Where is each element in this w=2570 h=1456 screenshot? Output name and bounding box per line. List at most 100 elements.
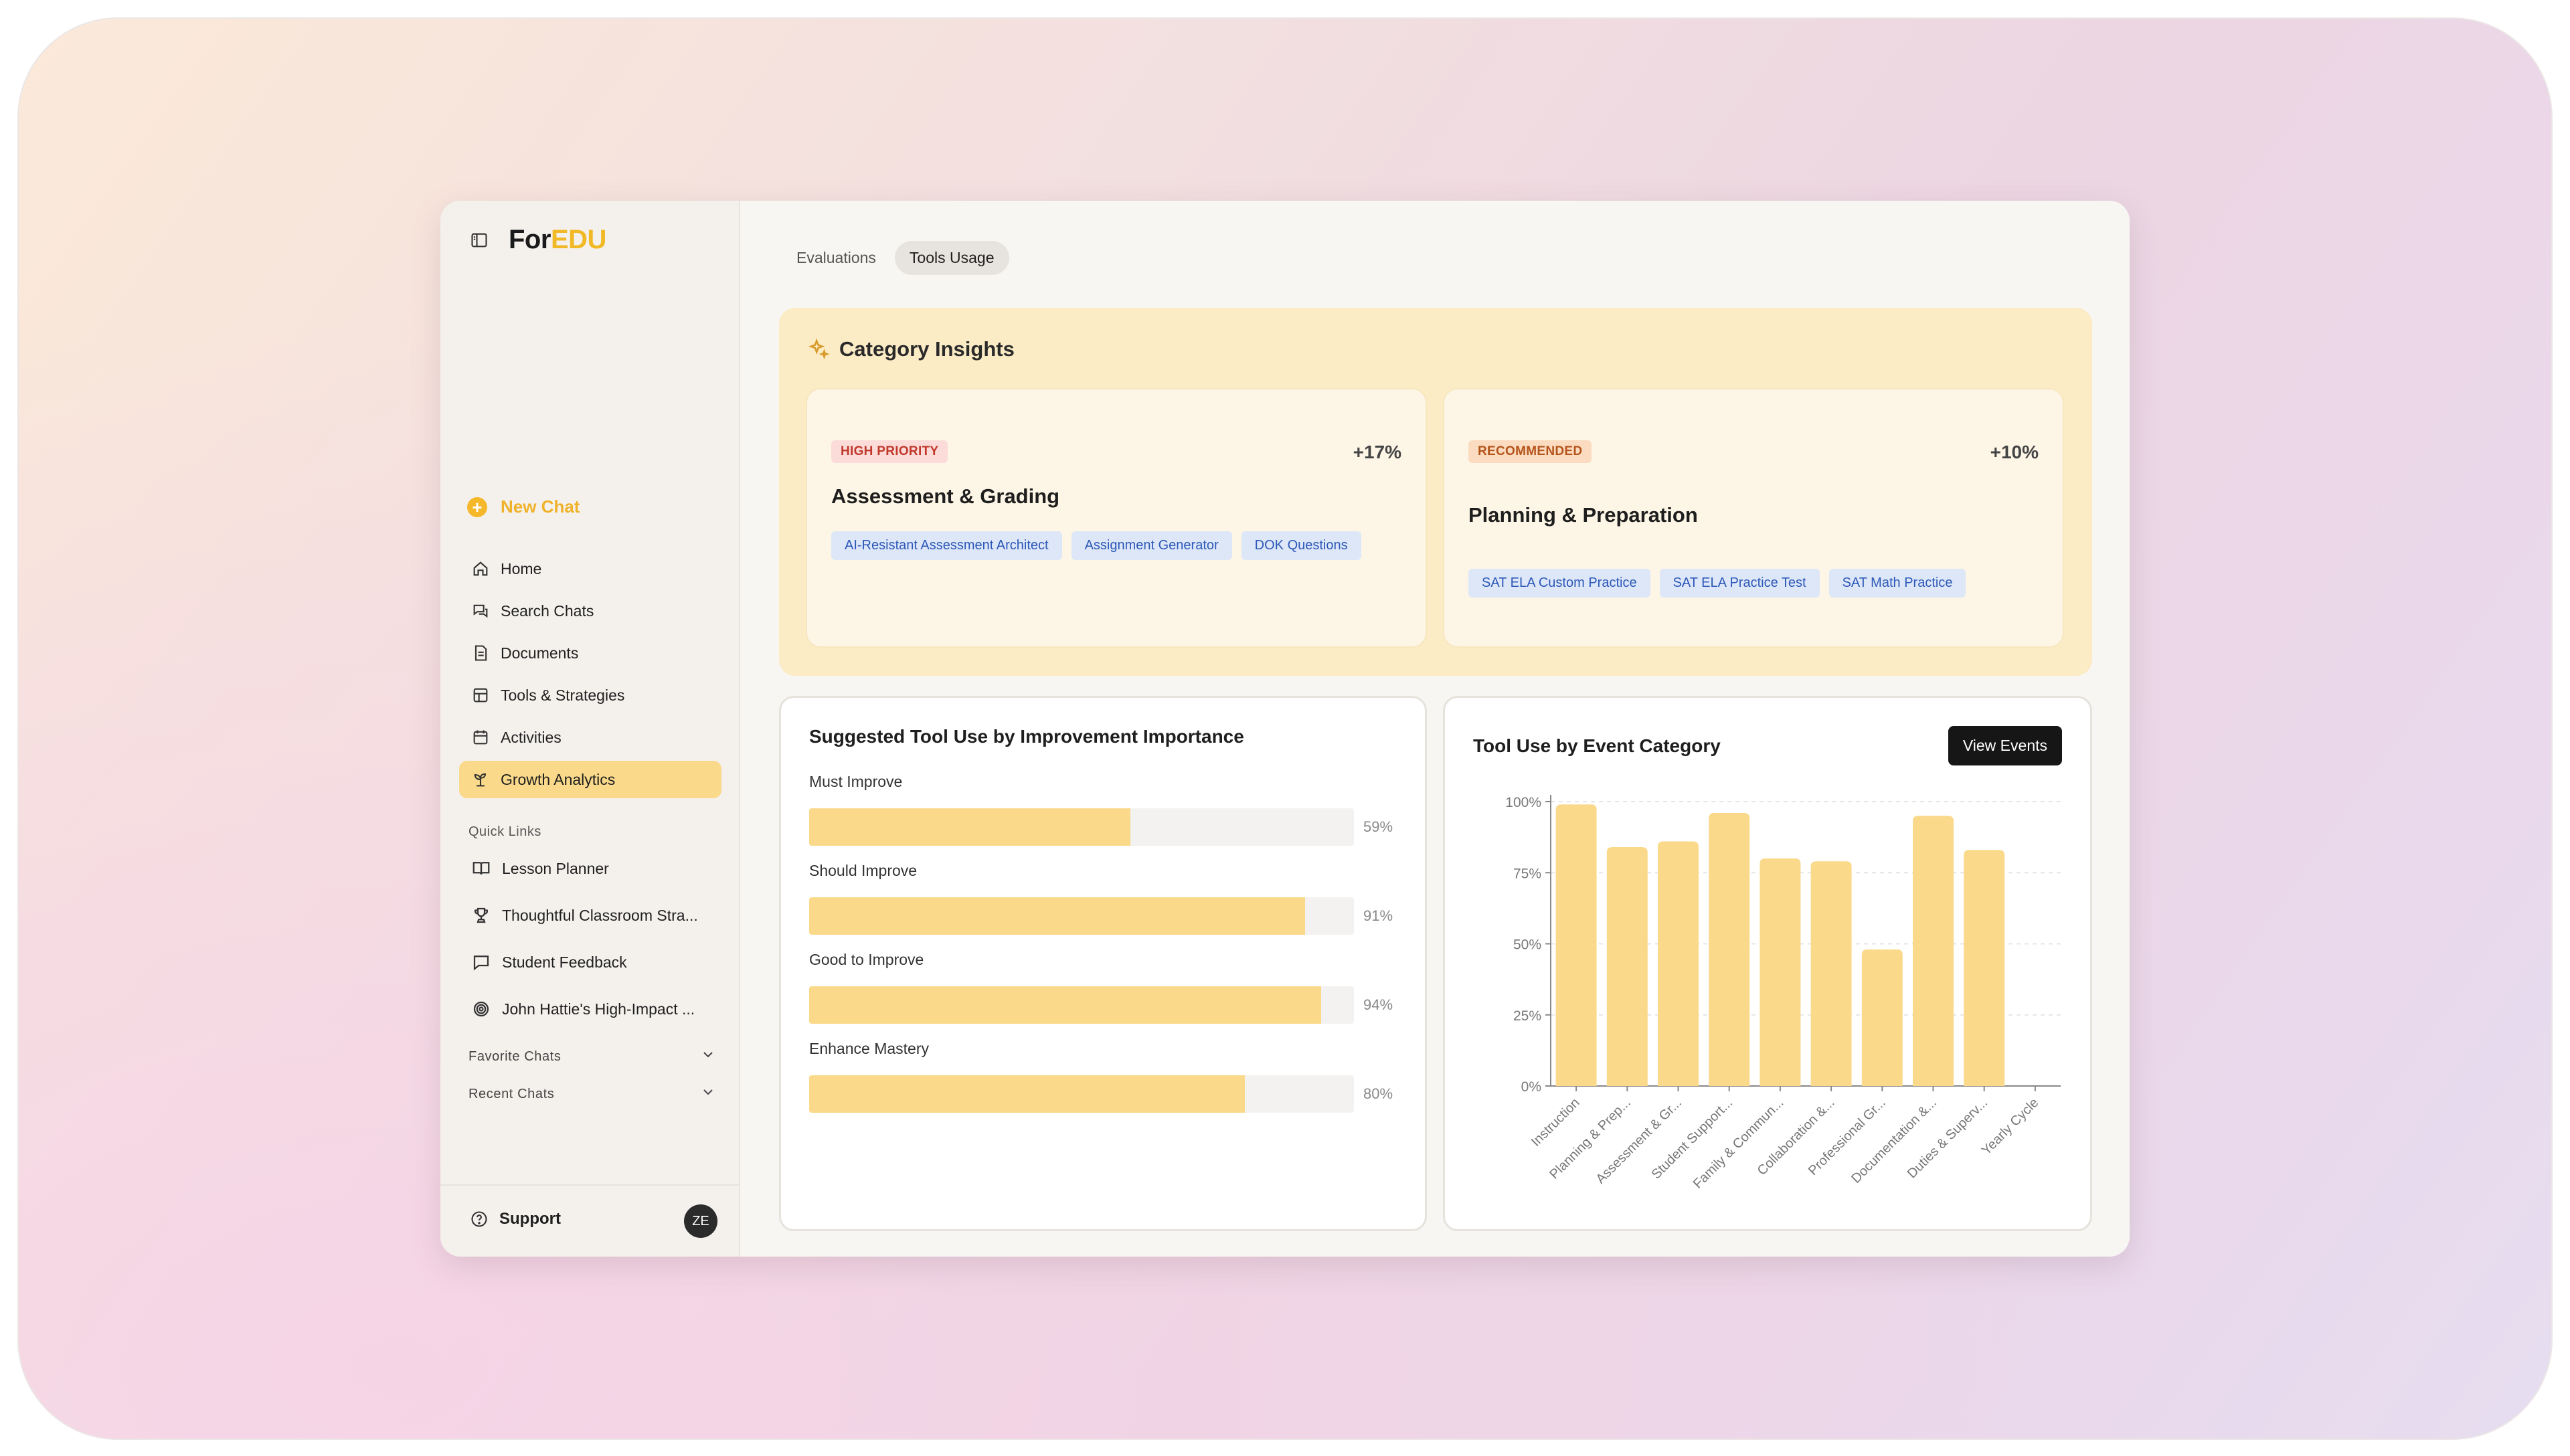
insight-card-assessment[interactable]: HIGH PRIORITY +17% Assessment & Grading … bbox=[806, 388, 1427, 648]
new-chat-button[interactable]: + New Chat bbox=[467, 496, 580, 517]
tool-tags: SAT ELA Custom Practice SAT ELA Practice… bbox=[1468, 569, 2031, 607]
tools-icon bbox=[471, 686, 490, 705]
insight-card-title: Assessment & Grading bbox=[831, 484, 1060, 508]
bar-percent: 80% bbox=[1363, 1085, 1393, 1102]
recent-chats-toggle[interactable]: Recent Chats bbox=[468, 1084, 716, 1104]
sidebar-item-tools-strategies[interactable]: Tools & Strategies bbox=[459, 676, 721, 714]
sidebar-item-home[interactable]: Home bbox=[459, 550, 721, 587]
brand-logo[interactable]: ForEDU bbox=[509, 225, 606, 255]
sidebar-footer: Support ZE bbox=[440, 1184, 739, 1257]
quick-link-student-feedback[interactable]: Student Feedback bbox=[459, 941, 721, 984]
quick-link-label: Student Feedback bbox=[502, 953, 627, 971]
sidebar-item-label: Search Chats bbox=[501, 602, 594, 620]
tool-tag[interactable]: SAT ELA Practice Test bbox=[1659, 569, 1820, 598]
bar-label: Enhance Mastery bbox=[809, 1040, 929, 1057]
bar-fill bbox=[809, 986, 1322, 1024]
sidebar-item-label: Tools & Strategies bbox=[501, 686, 625, 704]
x-tick-label: Family & Commun... bbox=[1691, 1095, 1787, 1192]
plus-icon: + bbox=[467, 496, 487, 517]
book-open-icon bbox=[471, 858, 491, 879]
tool-tag[interactable]: DOK Questions bbox=[1241, 531, 1361, 560]
chart-bar bbox=[1861, 949, 1903, 1086]
tab-evaluations[interactable]: Evaluations bbox=[796, 249, 876, 266]
sidebar-item-documents[interactable]: Documents bbox=[459, 634, 721, 672]
x-tick-label: Assessment & Gr... bbox=[1593, 1095, 1685, 1187]
y-tick-label: 0% bbox=[1521, 1079, 1541, 1095]
brand-row: ForEDU bbox=[470, 225, 606, 255]
new-chat-label: New Chat bbox=[501, 496, 580, 517]
category-insights: Category Insights HIGH PRIORITY +17% Ass… bbox=[779, 308, 2092, 676]
tool-tag[interactable]: SAT Math Practice bbox=[1828, 569, 1966, 598]
support-label: Support bbox=[499, 1210, 561, 1228]
sidebar-item-growth-analytics[interactable]: Growth Analytics bbox=[459, 761, 721, 798]
favorite-chats-toggle[interactable]: Favorite Chats bbox=[468, 1046, 716, 1067]
quick-link-john-hattie[interactable]: John Hattie's High-Impact ... bbox=[459, 988, 721, 1030]
quick-link-lesson-planner[interactable]: Lesson Planner bbox=[459, 847, 721, 890]
category-insights-heading: Category Insights bbox=[807, 337, 1015, 361]
y-tick-label: 50% bbox=[1513, 937, 1541, 953]
quick-links-list: Lesson Planner Thoughtful Classroom Stra… bbox=[459, 847, 721, 1034]
bar-percent: 59% bbox=[1363, 818, 1393, 835]
bar-label: Good to Improve bbox=[809, 951, 924, 968]
improvement-bar: Good to Improve 94% bbox=[809, 951, 1398, 1024]
brand-prefix: For bbox=[509, 225, 551, 254]
sidebar-toggle-icon[interactable] bbox=[470, 231, 489, 250]
quick-link-thoughtful-classroom[interactable]: Thoughtful Classroom Stra... bbox=[459, 894, 721, 937]
chevron-down-icon bbox=[700, 1084, 716, 1104]
chart-bar bbox=[1760, 858, 1801, 1086]
priority-badge: HIGH PRIORITY bbox=[831, 440, 948, 463]
sparkles-icon bbox=[807, 338, 830, 361]
sidebar: ForEDU + New Chat Home Search Chats Docu… bbox=[440, 201, 740, 1257]
improvement-bar: Enhance Mastery 80% bbox=[809, 1040, 1398, 1113]
quick-links-heading: Quick Links bbox=[468, 824, 541, 839]
bar-label: Should Improve bbox=[809, 862, 918, 879]
chart-bar bbox=[1709, 813, 1750, 1086]
chart-bar bbox=[1913, 816, 1954, 1086]
tool-tag[interactable]: AI-Resistant Assessment Architect bbox=[831, 531, 1062, 560]
bar-fill bbox=[809, 808, 1131, 846]
tool-tag[interactable]: Assignment Generator bbox=[1071, 531, 1232, 560]
view-events-button[interactable]: View Events bbox=[1948, 726, 2062, 765]
sprout-icon bbox=[471, 770, 490, 789]
bar-percent: 91% bbox=[1363, 907, 1393, 924]
sidebar-nav: Home Search Chats Documents Tools & Stra… bbox=[459, 550, 721, 803]
recent-chats-label: Recent Chats bbox=[468, 1086, 555, 1101]
sidebar-item-activities[interactable]: Activities bbox=[459, 719, 721, 756]
bar-track bbox=[809, 808, 1354, 846]
tab-tools-usage[interactable]: Tools Usage bbox=[894, 241, 1009, 275]
sidebar-item-label: Documents bbox=[501, 644, 579, 662]
y-tick-label: 100% bbox=[1505, 795, 1541, 810]
document-icon bbox=[471, 644, 490, 662]
bar-track bbox=[809, 897, 1354, 935]
chart-bar bbox=[1555, 804, 1597, 1086]
trophy-icon bbox=[471, 905, 491, 925]
app-window: ForEDU + New Chat Home Search Chats Docu… bbox=[440, 201, 2130, 1257]
favorite-chats-label: Favorite Chats bbox=[468, 1049, 562, 1064]
chevron-down-icon bbox=[700, 1046, 716, 1067]
avatar[interactable]: ZE bbox=[684, 1204, 717, 1238]
insight-card-planning[interactable]: RECOMMENDED +10% Planning & Preparation … bbox=[1443, 388, 2064, 648]
bar-track bbox=[809, 986, 1354, 1024]
bar-fill bbox=[809, 897, 1305, 935]
sidebar-item-label: Growth Analytics bbox=[501, 770, 616, 788]
sidebar-item-label: Activities bbox=[501, 728, 562, 746]
quick-link-label: John Hattie's High-Impact ... bbox=[502, 1000, 695, 1018]
support-button[interactable]: Support bbox=[470, 1210, 561, 1228]
chart-bar bbox=[1658, 841, 1699, 1086]
target-icon bbox=[471, 999, 491, 1019]
tool-tag[interactable]: SAT ELA Custom Practice bbox=[1468, 569, 1650, 598]
brand-accent: EDU bbox=[550, 225, 606, 254]
bar-fill bbox=[809, 1075, 1246, 1113]
sidebar-item-search-chats[interactable]: Search Chats bbox=[459, 592, 721, 630]
chart-bar bbox=[1964, 850, 2005, 1086]
quick-link-label: Thoughtful Classroom Stra... bbox=[502, 906, 698, 924]
insight-card-title: Planning & Preparation bbox=[1468, 503, 1698, 527]
x-tick-label: Instruction bbox=[1529, 1095, 1583, 1150]
tab-bar: Evaluations Tools Usage bbox=[782, 241, 1013, 275]
change-percent: +17% bbox=[1353, 442, 1401, 462]
help-circle-icon bbox=[470, 1210, 489, 1228]
suggested-tool-use-panel: Suggested Tool Use by Improvement Import… bbox=[779, 696, 1427, 1231]
y-tick-label: 25% bbox=[1513, 1008, 1541, 1024]
event-category-panel: Tool Use by Event Category View Events 0… bbox=[1443, 696, 2092, 1231]
y-tick-label: 75% bbox=[1513, 866, 1541, 881]
